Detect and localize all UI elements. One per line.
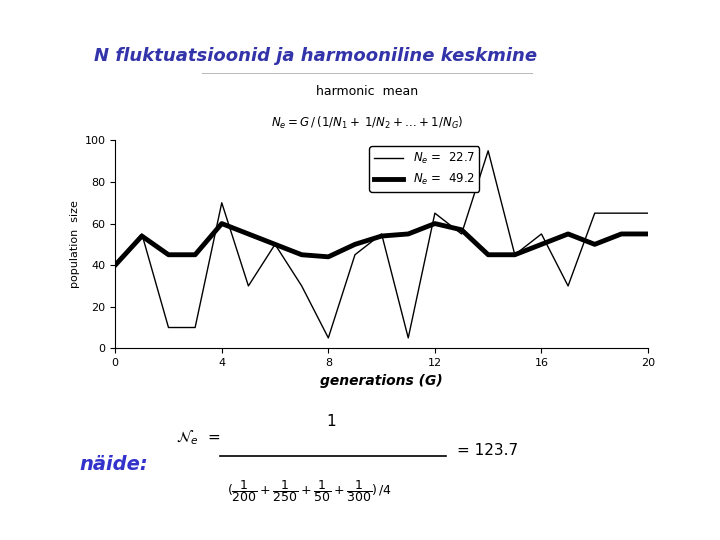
Text: näide:: näide: <box>79 455 148 474</box>
Text: 1: 1 <box>326 414 336 429</box>
Text: $\mathcal{N}_e$  =: $\mathcal{N}_e$ = <box>176 428 221 447</box>
Y-axis label: population  size: population size <box>71 200 81 288</box>
Text: N fluktuatsioonid ja harmooniline keskmine: N fluktuatsioonid ja harmooniline keskmi… <box>94 47 536 65</box>
Text: Juhuslik geneetiline triiv: Efektiivne populatsioonisuurus - N: Juhuslik geneetiline triiv: Efektiivne p… <box>6 10 552 25</box>
Text: harmonic  mean: harmonic mean <box>316 85 418 98</box>
Text: $(\dfrac{1}{200} + \dfrac{1}{250} + \dfrac{1}{50} + \dfrac{1}{300})\,/4$: $(\dfrac{1}{200} + \dfrac{1}{250} + \dfr… <box>227 478 392 504</box>
Text: = 123.7: = 123.7 <box>457 443 518 458</box>
Legend: $N_e$ =  22.7, $N_e$ =  49.2: $N_e$ = 22.7, $N_e$ = 49.2 <box>369 146 480 192</box>
Text: $N_e = G\,/\,(1/N_1 +\;1/N_2 + \ldots + 1/N_G)$: $N_e = G\,/\,(1/N_1 +\;1/N_2 + \ldots + … <box>271 115 464 131</box>
X-axis label: generations (G): generations (G) <box>320 374 443 388</box>
Text: e: e <box>484 17 492 30</box>
FancyBboxPatch shape <box>189 72 546 141</box>
